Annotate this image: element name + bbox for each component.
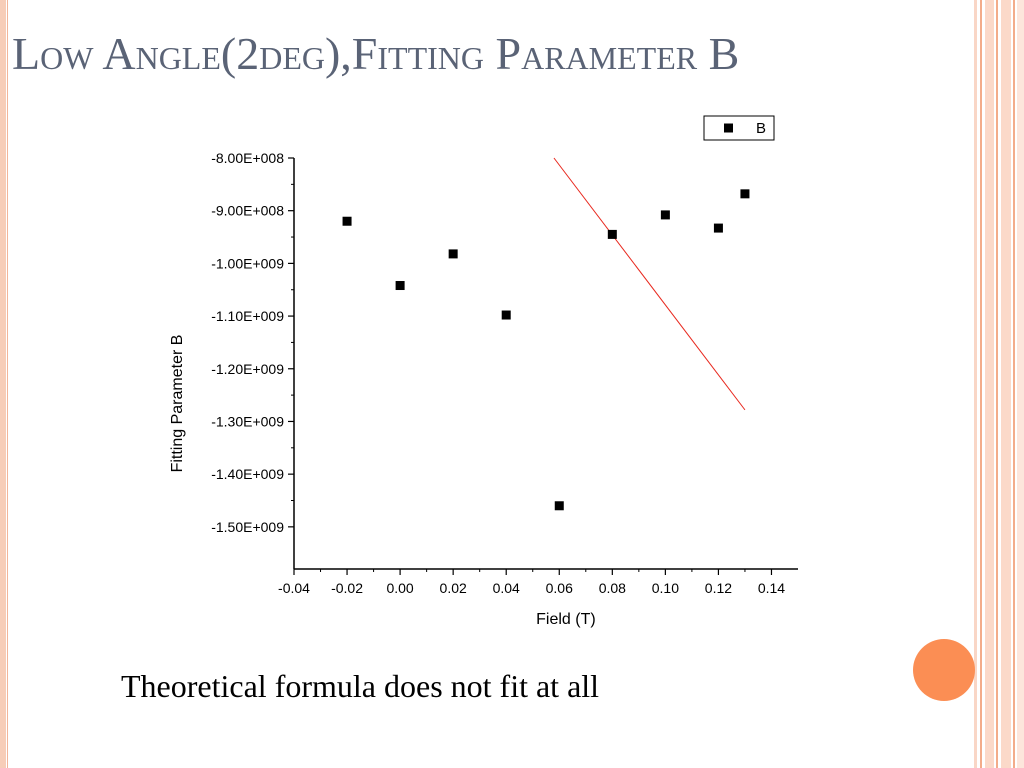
- right-border-stripe: [974, 0, 977, 768]
- y-tick-label: -1.30E+009: [211, 413, 284, 429]
- x-tick-label: 0.10: [652, 580, 679, 596]
- data-point: [713, 223, 723, 233]
- x-tick-label: 0.00: [386, 580, 413, 596]
- x-tick-label: 0.02: [440, 580, 467, 596]
- y-tick-label: -1.10E+009: [211, 308, 284, 324]
- x-tick-label: 0.04: [493, 580, 520, 596]
- x-tick-label: 0.06: [546, 580, 573, 596]
- x-tick-label: 0.12: [705, 580, 732, 596]
- legend-box: [703, 115, 775, 141]
- right-border-stripe: [1017, 0, 1024, 768]
- y-tick-label: -1.40E+009: [211, 466, 284, 482]
- right-border-stripe: [996, 0, 998, 768]
- right-border-stripe: [1001, 0, 1011, 768]
- x-tick-label: 0.08: [599, 580, 626, 596]
- decorative-circle: [913, 639, 975, 701]
- y-tick-label: -1.50E+009: [211, 519, 284, 535]
- legend-label: B: [756, 120, 766, 137]
- data-point: [740, 189, 750, 199]
- scatter-chart: -8.00E+008 -9.00E+008 -1.00E+009 -1.10E+009…: [169, 115, 798, 628]
- data-point: [395, 281, 405, 291]
- right-border-stripe: [985, 0, 994, 768]
- data-point: [501, 310, 511, 320]
- x-tick-label: -0.02: [331, 580, 363, 596]
- x-tick-label: 0.14: [758, 580, 785, 596]
- data-point: [448, 249, 458, 259]
- data-point: [342, 216, 352, 226]
- y-tick-label: -8.00E+008: [211, 150, 284, 166]
- y-tick-label: -9.00E+008: [211, 203, 284, 219]
- left-border-stripe: [0, 0, 6, 768]
- left-border-line: [7, 0, 8, 768]
- right-border-stripe: [980, 0, 982, 768]
- slide-title: Low Angle(2deg),Fitting Parameter B: [12, 28, 740, 79]
- data-point: [660, 210, 670, 220]
- legend-marker: [724, 123, 733, 133]
- slide-caption: Theoretical formula does not fit at all: [121, 668, 600, 704]
- data-point: [607, 229, 617, 239]
- x-axis-title: Field (T): [536, 611, 596, 628]
- y-tick-label: -1.00E+009: [211, 255, 284, 271]
- x-tick-label: -0.04: [278, 580, 310, 596]
- y-tick-label: -1.20E+009: [211, 361, 284, 377]
- data-point: [554, 501, 564, 511]
- fit-line: [553, 157, 746, 411]
- y-axis-title: Fitting Parameter B: [169, 335, 186, 473]
- right-border-stripe: [1013, 0, 1015, 768]
